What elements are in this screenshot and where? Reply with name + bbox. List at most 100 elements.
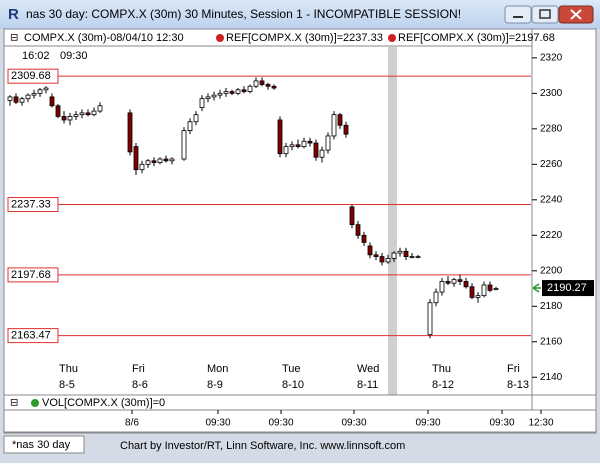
candle-body (475, 295, 481, 298)
candle-body (205, 96, 211, 100)
maximize-button[interactable] (531, 5, 559, 24)
candle-body (307, 140, 313, 144)
candle-body (427, 302, 433, 336)
time-axis-label: 12:30 (528, 418, 553, 429)
date-label: 8-5 (59, 379, 75, 391)
candle-body (325, 135, 331, 151)
candle-body (37, 89, 43, 94)
candle-body (199, 98, 205, 108)
candle-body (367, 245, 373, 256)
time-label: 09:30 (60, 50, 88, 62)
candle-body (31, 92, 37, 96)
candle-body (457, 279, 463, 282)
time-axis-label: 09:30 (489, 418, 514, 429)
date-label: 8-12 (432, 379, 454, 391)
candle-body (43, 87, 49, 91)
day-label: Mon (207, 363, 228, 375)
candle-body (283, 146, 289, 155)
app-icon: R (8, 6, 19, 23)
candle-body (25, 94, 31, 100)
candle-body (181, 130, 187, 160)
y-tick-label: 2320 (540, 53, 563, 64)
y-tick-label: 2260 (540, 159, 563, 170)
date-label: 8-9 (207, 379, 223, 391)
title-bar (0, 0, 600, 29)
candle-body (445, 281, 451, 284)
y-tick-label: 2240 (540, 194, 563, 205)
candle-body (301, 140, 307, 147)
candle-body (223, 91, 229, 94)
candle-body (253, 80, 259, 87)
date-label: 8-11 (357, 379, 378, 391)
candle-body (265, 84, 271, 87)
candle-body (277, 119, 283, 155)
time-axis-label: 09:30 (341, 418, 366, 429)
ref-dot (216, 34, 224, 42)
day-label: Thu (432, 363, 451, 375)
candle-body (91, 110, 97, 116)
collapse-icon[interactable]: ⊟ (10, 33, 18, 44)
candle-body (217, 92, 223, 96)
ref-label: 2237.33 (11, 198, 51, 210)
candle-body (97, 105, 103, 112)
date-label: 8-6 (132, 379, 148, 391)
maximize-icon (539, 9, 551, 19)
y-tick-label: 2160 (540, 336, 563, 347)
candle-body (385, 257, 391, 263)
ref-label-box (7, 328, 59, 344)
candle-body (463, 281, 469, 288)
header-item: COMPX.X (30m)-08/04/10 12:30 (24, 32, 184, 44)
candle-body (151, 160, 157, 163)
y-tick-label: 2280 (540, 123, 563, 134)
footer-tab-label[interactable]: *nas 30 day (12, 439, 71, 451)
candle-body (163, 158, 169, 162)
candle-body (79, 112, 85, 116)
time-cursor-band (388, 47, 397, 395)
candle-body (355, 224, 361, 236)
candle-body (451, 279, 457, 284)
collapse-icon[interactable]: ⊟ (10, 398, 18, 409)
y-tick-label: 2180 (540, 301, 563, 312)
candle-body (145, 160, 151, 165)
candle-body (373, 254, 379, 257)
candle-body (361, 234, 367, 243)
footer-tab[interactable] (3, 435, 85, 454)
ref-label-box (7, 267, 59, 283)
time-axis-label: 8/6 (125, 418, 139, 429)
window-title: nas 30 day: COMPX.X (30m) 30 Minutes, Se… (26, 7, 461, 21)
close-icon (570, 9, 582, 20)
candle-body (157, 158, 163, 163)
candle-body (49, 96, 55, 107)
candle-body (343, 124, 349, 135)
last-value-arrow (532, 283, 541, 293)
candle-body (349, 206, 355, 226)
candle-body (247, 85, 253, 92)
candle-body (391, 252, 397, 259)
date-label: 8-10 (282, 379, 304, 391)
candle-body (403, 250, 409, 257)
candle-body (493, 288, 499, 290)
ref-label: 2197.68 (11, 269, 51, 281)
header-item: REF[COMPX.X (30m)]=2237.33 (226, 32, 383, 44)
candle-body (439, 281, 445, 293)
candle-body (337, 114, 343, 126)
candle-body (229, 91, 235, 94)
minimize-button[interactable] (504, 5, 532, 24)
candle-body (127, 112, 133, 153)
y-tick-label: 2220 (540, 230, 563, 241)
candle-body (271, 85, 277, 89)
candle-body (241, 89, 247, 92)
candle-body (61, 116, 67, 121)
candle-body (433, 291, 439, 304)
day-label: Wed (357, 363, 379, 375)
ref-label: 2163.47 (11, 330, 51, 342)
y-tick-label: 2140 (540, 372, 563, 383)
y-tick-label: 2200 (540, 265, 563, 276)
time-label: 16:02 (22, 50, 50, 62)
volume-dot (31, 399, 39, 407)
candle-body (295, 144, 301, 147)
candle-body (13, 96, 19, 103)
candle-body (133, 146, 139, 171)
candle-body (469, 286, 475, 298)
